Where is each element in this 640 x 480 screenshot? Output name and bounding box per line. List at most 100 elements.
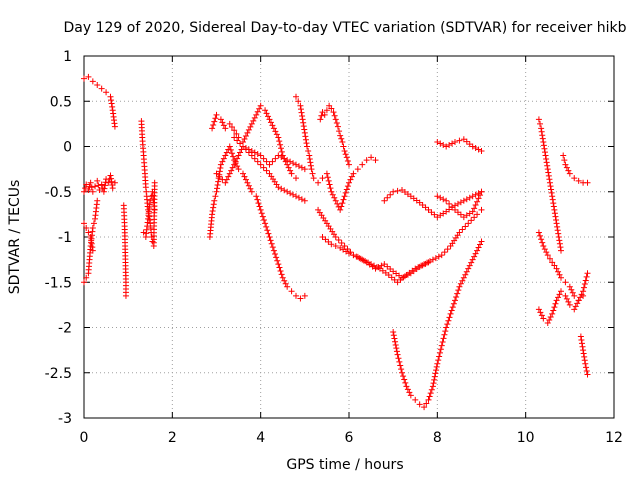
data-point bbox=[390, 329, 397, 336]
x-tick-label: 10 bbox=[517, 430, 535, 446]
data-point bbox=[263, 167, 270, 174]
data-point bbox=[287, 167, 294, 174]
data-point bbox=[455, 287, 462, 294]
data-point bbox=[242, 176, 249, 183]
data-point bbox=[251, 155, 258, 162]
data-point bbox=[445, 317, 452, 324]
data-point bbox=[344, 183, 351, 190]
data-point bbox=[440, 141, 447, 148]
data-point bbox=[256, 105, 263, 112]
data-point bbox=[446, 200, 453, 207]
data-point bbox=[477, 241, 484, 248]
data-point bbox=[539, 132, 546, 139]
data-point bbox=[263, 158, 270, 165]
data-point bbox=[562, 161, 569, 168]
data-point bbox=[255, 200, 262, 207]
data-point bbox=[307, 162, 314, 169]
data-point bbox=[560, 152, 567, 159]
data-point bbox=[234, 163, 241, 170]
data-point bbox=[475, 146, 482, 153]
data-point bbox=[240, 170, 246, 177]
data-point bbox=[94, 81, 101, 88]
data-point bbox=[222, 152, 229, 159]
data-point bbox=[457, 280, 464, 287]
data-point bbox=[436, 353, 443, 360]
data-point bbox=[240, 143, 246, 150]
data-point bbox=[304, 143, 311, 150]
data-point bbox=[301, 126, 308, 133]
data-point bbox=[393, 345, 400, 352]
data-point bbox=[435, 357, 442, 364]
data-point bbox=[390, 332, 397, 339]
data-point bbox=[258, 210, 265, 217]
data-point bbox=[210, 204, 217, 211]
data-point bbox=[471, 253, 478, 260]
data-point bbox=[558, 288, 564, 295]
data-point bbox=[346, 250, 352, 257]
data-point bbox=[262, 107, 269, 114]
data-point bbox=[431, 376, 438, 383]
data-point bbox=[328, 105, 335, 112]
data-point bbox=[284, 283, 291, 290]
data-point bbox=[397, 362, 404, 369]
data-point bbox=[310, 175, 317, 182]
data-point bbox=[466, 194, 473, 201]
data-point bbox=[245, 126, 252, 133]
data-point bbox=[81, 220, 87, 227]
data-point bbox=[299, 116, 306, 123]
data-point bbox=[284, 157, 291, 164]
data-point bbox=[459, 226, 466, 233]
data-point bbox=[231, 161, 238, 168]
data-point bbox=[339, 200, 346, 207]
data-point bbox=[85, 73, 92, 80]
data-point bbox=[478, 148, 485, 155]
data-point bbox=[216, 168, 223, 175]
data-point bbox=[577, 333, 584, 340]
data-point bbox=[140, 229, 147, 236]
y-tick-label: 0.5 bbox=[50, 94, 72, 110]
data-point bbox=[293, 193, 299, 200]
data-point bbox=[449, 140, 456, 147]
data-point bbox=[276, 138, 283, 145]
data-point bbox=[571, 306, 578, 313]
data-point bbox=[393, 348, 400, 355]
data-point bbox=[443, 197, 450, 204]
data-point bbox=[284, 188, 291, 195]
data-point bbox=[545, 172, 552, 179]
data-point bbox=[293, 161, 299, 168]
data-point bbox=[328, 188, 335, 195]
data-point bbox=[89, 78, 96, 85]
data-point bbox=[281, 187, 288, 194]
data-point bbox=[108, 100, 115, 107]
data-point bbox=[543, 159, 550, 166]
data-point bbox=[288, 288, 295, 295]
data-point bbox=[471, 214, 478, 221]
data-point bbox=[472, 145, 479, 152]
data-point bbox=[444, 246, 451, 253]
data-point bbox=[572, 303, 579, 310]
data-point bbox=[254, 108, 261, 115]
data-point bbox=[85, 186, 92, 193]
data-point bbox=[577, 294, 584, 301]
data-point bbox=[423, 400, 430, 407]
data-point bbox=[548, 189, 555, 196]
data-point bbox=[462, 271, 469, 278]
data-point bbox=[89, 247, 96, 254]
data-point bbox=[332, 116, 339, 123]
data-point bbox=[378, 262, 385, 269]
data-point bbox=[254, 158, 261, 165]
data-point bbox=[94, 177, 101, 184]
data-point bbox=[96, 186, 103, 193]
data-point bbox=[583, 273, 590, 280]
data-point bbox=[266, 161, 273, 168]
data-point bbox=[81, 188, 87, 195]
data-point bbox=[566, 301, 573, 308]
data-point bbox=[244, 129, 251, 136]
data-point bbox=[412, 396, 419, 403]
data-point bbox=[101, 182, 108, 189]
data-point bbox=[272, 128, 279, 135]
data-point bbox=[272, 155, 279, 162]
data-point bbox=[211, 197, 218, 204]
data-point bbox=[247, 185, 254, 192]
data-point bbox=[543, 249, 550, 256]
